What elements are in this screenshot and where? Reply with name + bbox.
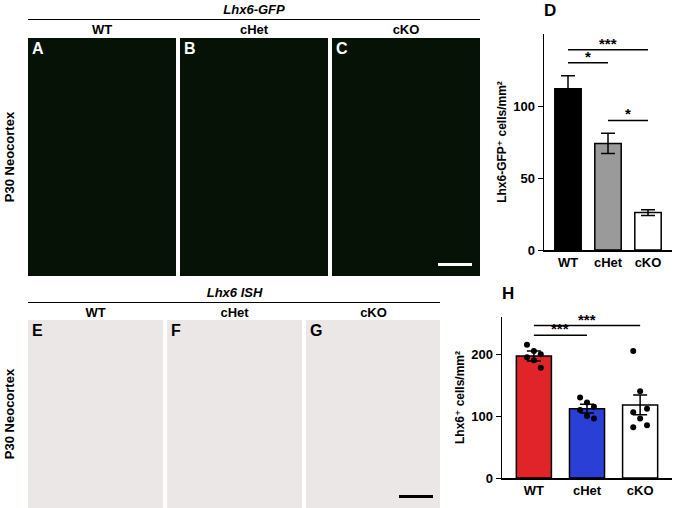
svg-text:cHet: cHet (573, 483, 602, 498)
svg-text:cKO: cKO (635, 255, 662, 270)
svg-text:cHet: cHet (594, 255, 623, 270)
svg-text:0: 0 (486, 471, 493, 486)
html-text:P30 Neocortex: P30 Neocortex (2, 368, 17, 460)
svg-text:WT: WT (524, 483, 544, 498)
svg-text:D: D (544, 1, 556, 20)
svg-text:Lhx6-GFP⁺ cells/mm²: Lhx6-GFP⁺ cells/mm² (495, 81, 509, 203)
html-text:E: E (32, 322, 43, 339)
svg-text:***: *** (551, 320, 569, 337)
html-text:Lhx6 ISH: Lhx6 ISH (206, 285, 263, 300)
svg-text:***: *** (578, 311, 596, 328)
html-text:cKO: cKO (392, 22, 420, 37)
svg-text:100: 100 (471, 409, 493, 424)
html-text:cKO: cKO (360, 305, 387, 320)
html-text:WT: WT (91, 22, 113, 37)
html-text:cHet: cHet (220, 305, 249, 320)
svg-text:200: 200 (471, 347, 493, 362)
svg-text:*: * (625, 105, 631, 122)
svg-text:0: 0 (528, 243, 535, 258)
svg-text:WT: WT (558, 255, 578, 270)
svg-text:***: *** (599, 35, 617, 52)
html-text:P30 Neocortex: P30 Neocortex (2, 111, 17, 203)
html-text:F: F (171, 322, 181, 339)
svg-text:*: * (585, 48, 591, 65)
html-text:Lhx6-GFP: Lhx6-GFP (223, 2, 285, 17)
svg-text:50: 50 (520, 171, 534, 186)
svg-text:H: H (502, 284, 514, 303)
html-text:C: C (336, 40, 348, 57)
svg-text:100: 100 (513, 99, 535, 114)
html-text:B: B (184, 40, 196, 57)
html-text:WT: WT (85, 305, 106, 320)
svg-text:cKO: cKO (627, 483, 654, 498)
html-text:G: G (310, 322, 323, 339)
html-text:cHet: cHet (239, 22, 269, 37)
html-text:A: A (32, 40, 44, 57)
svg-text:Lhx6⁺ cells/mm²: Lhx6⁺ cells/mm² (453, 351, 467, 444)
